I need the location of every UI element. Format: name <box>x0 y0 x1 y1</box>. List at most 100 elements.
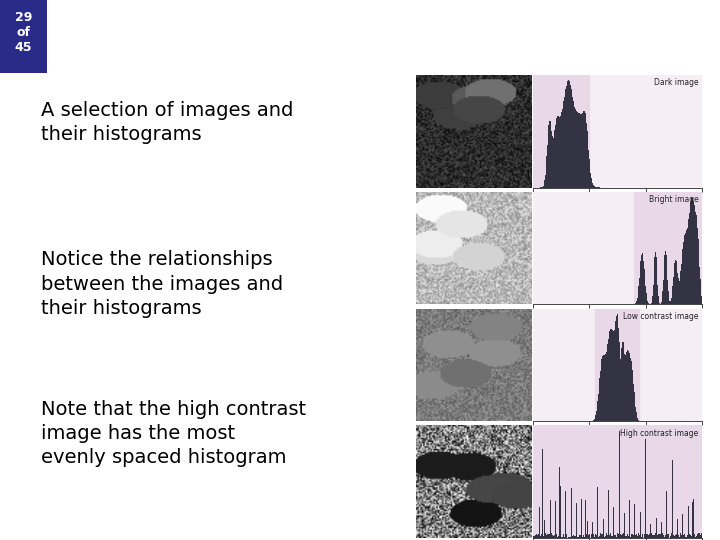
Bar <box>571 488 572 538</box>
Bar <box>678 278 679 304</box>
Bar <box>697 535 698 538</box>
Bar <box>606 534 607 538</box>
Bar <box>648 535 649 538</box>
Bar <box>548 125 549 187</box>
Bar <box>633 535 634 538</box>
Bar <box>625 355 626 421</box>
Bar <box>688 536 689 538</box>
Bar <box>634 400 636 421</box>
Bar <box>588 535 589 538</box>
Bar <box>621 535 622 538</box>
Bar <box>603 355 604 421</box>
Bar <box>698 534 699 538</box>
Bar <box>640 512 641 538</box>
Bar <box>574 536 575 538</box>
Bar <box>575 536 577 538</box>
Bar <box>645 438 646 538</box>
Bar <box>686 230 687 304</box>
Bar <box>618 342 619 421</box>
Bar <box>675 534 677 538</box>
Bar <box>548 534 549 538</box>
Bar <box>584 111 585 187</box>
Bar <box>644 269 645 304</box>
Bar <box>552 536 553 538</box>
Bar <box>630 537 631 538</box>
Bar <box>613 507 614 538</box>
Bar <box>547 534 548 538</box>
Bar <box>678 535 679 538</box>
Bar <box>553 536 554 538</box>
Bar <box>696 220 697 304</box>
Bar <box>533 75 589 187</box>
Bar <box>585 117 586 187</box>
Bar <box>549 121 550 187</box>
Bar <box>546 536 547 538</box>
Bar <box>587 131 588 187</box>
Bar <box>596 535 597 538</box>
Bar <box>632 535 634 538</box>
Bar <box>549 121 551 187</box>
Bar <box>624 356 626 421</box>
Bar <box>657 296 659 304</box>
Bar <box>589 534 590 538</box>
Bar <box>616 537 617 538</box>
Bar <box>541 536 543 538</box>
Bar <box>668 534 670 538</box>
Bar <box>636 416 637 421</box>
Text: A selection of images and
their histograms: A selection of images and their histogra… <box>41 101 294 144</box>
Bar <box>613 331 614 421</box>
Bar <box>701 295 702 304</box>
Bar <box>590 178 592 187</box>
Bar <box>550 125 552 187</box>
Bar <box>668 298 670 304</box>
Bar <box>626 536 627 538</box>
Bar <box>555 125 556 187</box>
Bar <box>634 192 702 304</box>
Bar <box>690 201 691 304</box>
Bar <box>693 201 694 304</box>
Bar <box>567 81 569 187</box>
Bar <box>619 354 620 421</box>
Bar <box>652 535 653 538</box>
Bar <box>607 535 608 538</box>
Bar <box>595 534 596 538</box>
Bar <box>543 186 544 187</box>
Bar <box>659 534 660 538</box>
Bar <box>673 535 674 538</box>
Bar <box>602 534 603 538</box>
Bar <box>664 537 665 538</box>
Bar <box>612 536 613 538</box>
Bar <box>638 420 639 421</box>
Bar <box>623 342 624 421</box>
Bar <box>657 537 659 538</box>
Bar <box>564 537 565 538</box>
Bar <box>577 112 578 187</box>
Bar <box>594 186 595 187</box>
Bar <box>667 534 668 538</box>
Bar <box>583 111 585 187</box>
Bar <box>683 536 684 538</box>
Bar <box>557 537 558 538</box>
Bar <box>617 318 618 421</box>
Bar <box>635 407 636 421</box>
Bar <box>600 364 602 421</box>
Bar <box>624 512 625 538</box>
Bar <box>614 535 615 538</box>
Bar <box>650 524 652 538</box>
Bar <box>543 536 544 538</box>
Bar <box>618 431 619 538</box>
Bar <box>560 485 561 538</box>
Bar <box>554 130 555 187</box>
Bar <box>590 173 591 187</box>
Bar <box>559 117 560 187</box>
Bar <box>552 139 553 187</box>
Bar <box>666 255 667 304</box>
Bar <box>580 535 581 538</box>
Bar <box>647 534 648 538</box>
Bar <box>566 86 567 187</box>
Bar <box>634 504 636 538</box>
Text: Note that the high contrast
image has the most
evenly spaced histogram: Note that the high contrast image has th… <box>41 400 306 467</box>
Bar <box>665 535 666 538</box>
Bar <box>687 535 688 538</box>
Bar <box>544 180 545 187</box>
